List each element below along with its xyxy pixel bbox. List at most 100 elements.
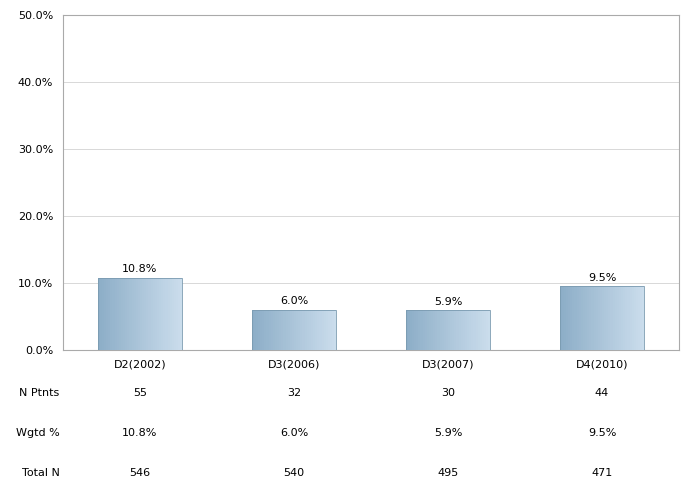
- Bar: [98, 278, 100, 350]
- Bar: [433, 310, 435, 350]
- Bar: [473, 310, 475, 350]
- Bar: [140, 278, 142, 350]
- Text: 10.8%: 10.8%: [122, 264, 158, 274]
- Bar: [610, 286, 612, 350]
- Bar: [636, 286, 638, 350]
- Bar: [157, 278, 159, 350]
- Bar: [252, 310, 254, 350]
- Bar: [332, 310, 334, 350]
- Bar: [579, 286, 581, 350]
- Bar: [438, 310, 440, 350]
- Bar: [288, 310, 290, 350]
- Bar: [482, 310, 484, 350]
- Bar: [167, 278, 169, 350]
- Bar: [271, 310, 273, 350]
- Bar: [634, 286, 636, 350]
- Bar: [169, 278, 172, 350]
- Bar: [300, 310, 302, 350]
- Bar: [267, 310, 269, 350]
- Text: 32: 32: [287, 388, 301, 398]
- Bar: [423, 310, 425, 350]
- Bar: [119, 278, 121, 350]
- Bar: [146, 278, 148, 350]
- Bar: [629, 286, 631, 350]
- Text: 471: 471: [592, 468, 612, 477]
- Bar: [617, 286, 619, 350]
- Bar: [269, 310, 271, 350]
- Bar: [319, 310, 321, 350]
- Bar: [334, 310, 336, 350]
- Text: Wgtd %: Wgtd %: [15, 428, 60, 438]
- Text: 546: 546: [130, 468, 150, 477]
- Bar: [165, 278, 167, 350]
- Bar: [416, 310, 419, 350]
- Bar: [440, 310, 442, 350]
- Bar: [592, 286, 594, 350]
- Text: 30: 30: [441, 388, 455, 398]
- Bar: [448, 310, 450, 350]
- Bar: [279, 310, 281, 350]
- Bar: [577, 286, 579, 350]
- Bar: [602, 286, 604, 350]
- Bar: [581, 286, 583, 350]
- Bar: [323, 310, 326, 350]
- Bar: [463, 310, 465, 350]
- Bar: [608, 286, 610, 350]
- Bar: [284, 310, 286, 350]
- Text: 6.0%: 6.0%: [280, 296, 308, 306]
- Bar: [159, 278, 161, 350]
- Bar: [307, 310, 309, 350]
- Bar: [600, 286, 602, 350]
- Bar: [281, 310, 284, 350]
- Bar: [421, 310, 423, 350]
- Bar: [412, 310, 414, 350]
- Bar: [450, 310, 452, 350]
- Bar: [294, 310, 296, 350]
- Bar: [275, 310, 277, 350]
- Bar: [117, 278, 119, 350]
- Bar: [452, 310, 454, 350]
- Bar: [121, 278, 123, 350]
- Bar: [615, 286, 617, 350]
- Bar: [256, 310, 258, 350]
- Bar: [161, 278, 163, 350]
- Bar: [627, 286, 629, 350]
- Bar: [328, 310, 330, 350]
- Bar: [640, 286, 642, 350]
- Bar: [560, 286, 645, 350]
- Bar: [98, 278, 182, 350]
- Bar: [136, 278, 138, 350]
- Bar: [446, 310, 448, 350]
- Bar: [123, 278, 125, 350]
- Bar: [612, 286, 615, 350]
- Bar: [277, 310, 279, 350]
- Text: 495: 495: [438, 468, 458, 477]
- Bar: [317, 310, 319, 350]
- Bar: [638, 286, 640, 350]
- Bar: [458, 310, 461, 350]
- Bar: [104, 278, 106, 350]
- Bar: [330, 310, 332, 350]
- Text: 9.5%: 9.5%: [588, 428, 616, 438]
- Bar: [138, 278, 140, 350]
- Bar: [111, 278, 113, 350]
- Bar: [454, 310, 456, 350]
- Bar: [429, 310, 431, 350]
- Text: 5.9%: 5.9%: [434, 428, 462, 438]
- Bar: [488, 310, 490, 350]
- Bar: [573, 286, 575, 350]
- Bar: [575, 286, 577, 350]
- Text: 55: 55: [133, 388, 147, 398]
- Bar: [467, 310, 469, 350]
- Text: Total N: Total N: [22, 468, 60, 477]
- Bar: [408, 310, 410, 350]
- Bar: [484, 310, 486, 350]
- Bar: [431, 310, 433, 350]
- Bar: [623, 286, 625, 350]
- Bar: [326, 310, 328, 350]
- Bar: [180, 278, 182, 350]
- Bar: [258, 310, 260, 350]
- Bar: [568, 286, 570, 350]
- Bar: [606, 286, 608, 350]
- Bar: [155, 278, 157, 350]
